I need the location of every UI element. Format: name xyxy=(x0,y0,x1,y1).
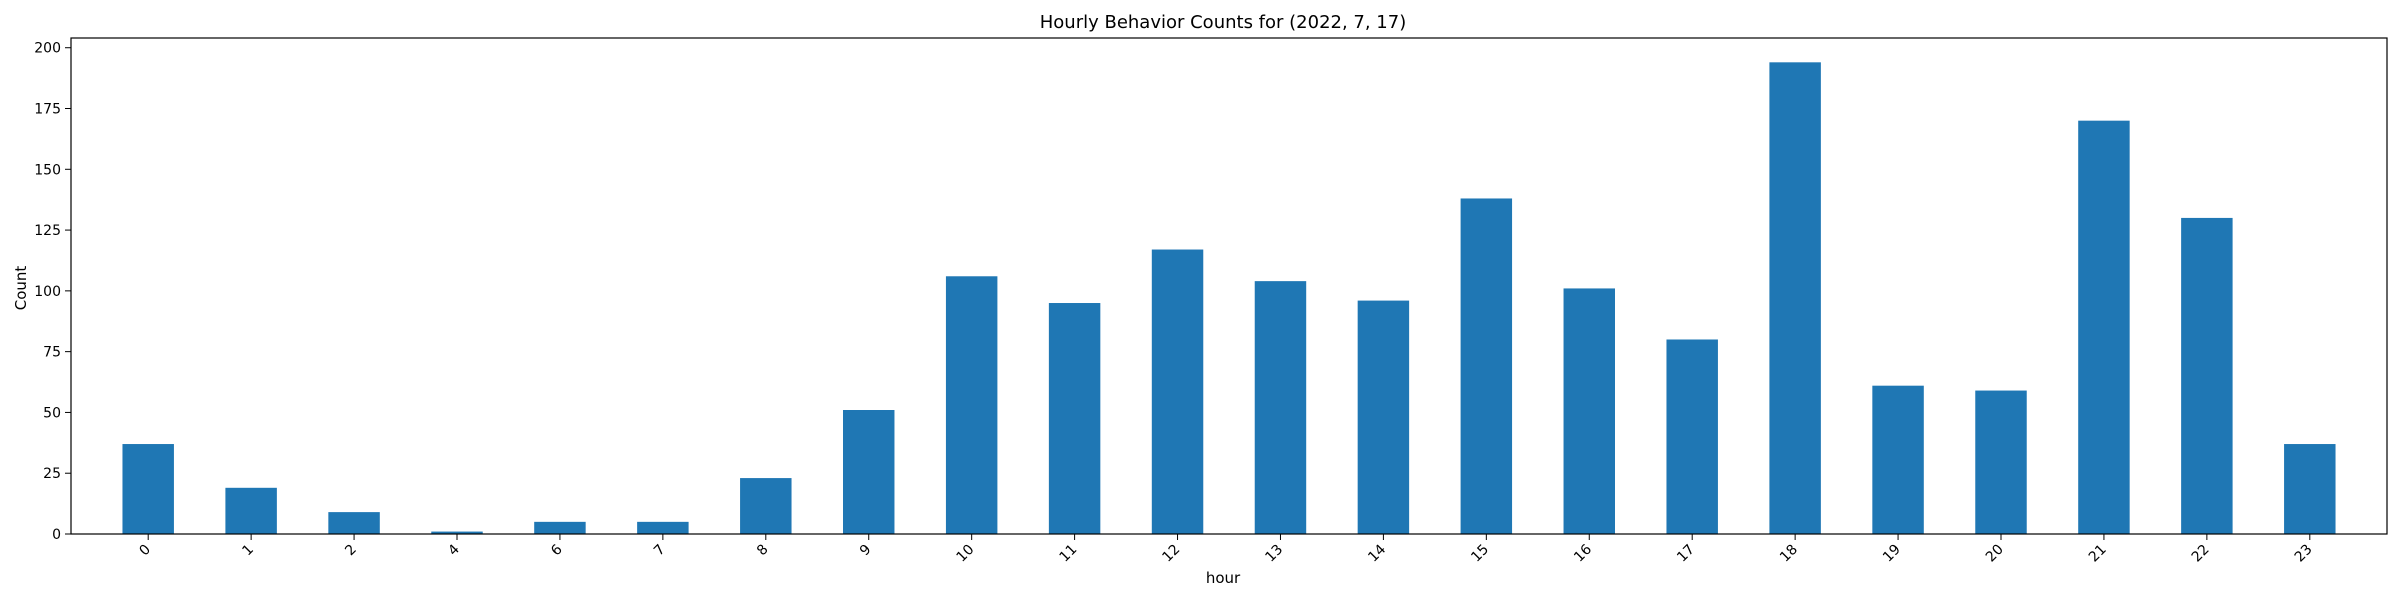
y-axis: 0 25 50 75 100 125 150 175 200 xyxy=(34,41,71,543)
x-axis-label: hour xyxy=(1206,569,1241,587)
x-tick-label: 2 xyxy=(342,542,360,560)
x-tick-label: 7 xyxy=(651,542,669,560)
x-tick-label: 10 xyxy=(954,542,978,566)
x-tick-label: 20 xyxy=(1983,542,2007,566)
x-tick-label: 6 xyxy=(548,541,566,559)
bar-hour-16 xyxy=(1563,288,1615,534)
x-tick-label: 15 xyxy=(1468,542,1492,566)
bar-hour-7 xyxy=(637,521,689,534)
x-tick-label: 8 xyxy=(754,542,772,560)
bar-hour-6 xyxy=(534,521,586,534)
bar-hour-18 xyxy=(1769,62,1821,535)
y-tick-label: 0 xyxy=(52,527,61,543)
x-tick-label: 23 xyxy=(2292,542,2316,566)
bar-hour-17 xyxy=(1666,339,1718,534)
x-tick-label: 19 xyxy=(1880,542,1904,566)
y-tick-label: 100 xyxy=(34,284,61,300)
bar-hour-0 xyxy=(122,444,174,534)
x-tick-label: 1 xyxy=(239,542,257,560)
x-tick-label: 12 xyxy=(1159,542,1183,566)
bar-hour-20 xyxy=(1975,390,2027,534)
x-tick-label: 14 xyxy=(1365,541,1389,565)
bar-hour-13 xyxy=(1254,281,1307,534)
x-tick-label: 17 xyxy=(1674,542,1698,566)
y-tick-label: 75 xyxy=(43,345,61,361)
bar-hour-23 xyxy=(2284,444,2336,534)
x-tick-label: 11 xyxy=(1057,542,1081,566)
bar-hour-11 xyxy=(1048,303,1101,534)
y-tick-label: 125 xyxy=(34,223,61,239)
bar-hour-9 xyxy=(843,410,895,534)
bar-hour-15 xyxy=(1460,198,1513,534)
y-tick-label: 25 xyxy=(43,466,61,482)
bar-hour-8 xyxy=(740,478,792,534)
plot-frame xyxy=(70,37,2388,535)
y-tick-label: 50 xyxy=(43,405,61,421)
x-tick-label: 13 xyxy=(1262,542,1286,566)
bar-hour-21 xyxy=(2078,120,2130,535)
bar-hour-4 xyxy=(431,531,483,534)
x-tick-label: 0 xyxy=(136,542,154,560)
bar-hour-22 xyxy=(2181,217,2233,534)
bar-hour-14 xyxy=(1357,300,1410,534)
y-tick-label: 150 xyxy=(34,162,61,178)
bar-series xyxy=(122,62,2336,535)
chart-title: Hourly Behavior Counts for (2022, 7, 17) xyxy=(1040,12,1407,33)
bar-hour-10 xyxy=(945,276,998,534)
x-tick-label: 16 xyxy=(1571,541,1595,565)
x-tick-label: 4 xyxy=(445,541,463,559)
y-tick-label: 175 xyxy=(34,102,61,118)
x-tick-label: 22 xyxy=(2189,542,2213,566)
bar-hour-1 xyxy=(225,487,277,534)
x-tick-label: 9 xyxy=(857,542,875,560)
x-tick-label: 21 xyxy=(2086,542,2110,566)
x-axis: 0 1 2 4 6 7 8 9 10 11 12 13 14 15 16 17 18 19 20 21 22 23 xyxy=(136,534,2316,566)
bar-hour-2 xyxy=(328,512,380,534)
bar-hour-12 xyxy=(1151,249,1204,534)
y-axis-label: Count xyxy=(12,266,30,311)
y-tick-label: 200 xyxy=(34,41,61,57)
bar-hour-19 xyxy=(1872,385,1924,534)
x-tick-label: 18 xyxy=(1777,542,1801,566)
